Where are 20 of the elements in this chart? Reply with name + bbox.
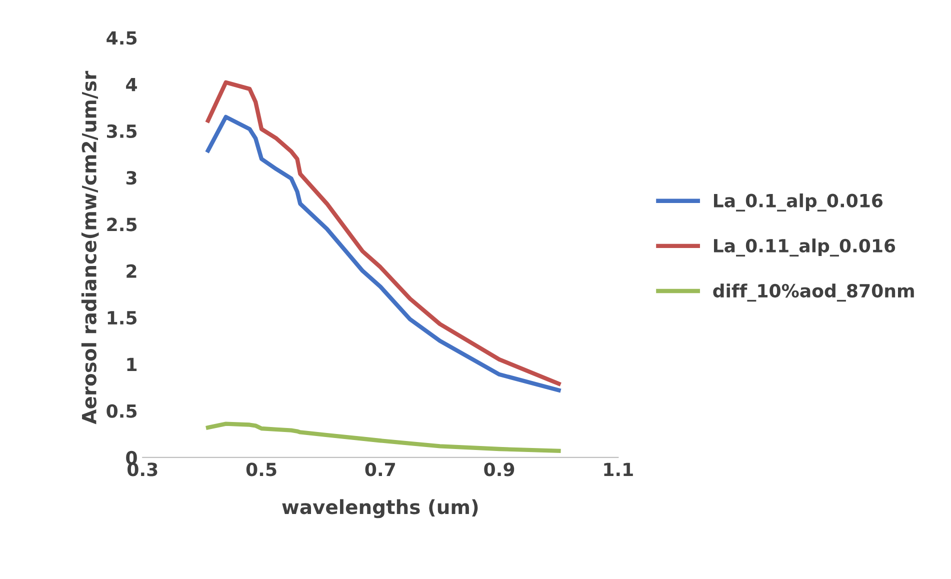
- legend-label: La_0.11_alp_0.016: [714, 238, 896, 257]
- y-tick-label: 1: [127, 358, 137, 371]
- y-tick-label: 0.5: [106, 404, 137, 418]
- legend-label: La_0.1_alp_0.016: [714, 193, 883, 212]
- x-axis-title: wavelengths (um): [282, 499, 478, 518]
- x-tick-label: 1.1: [604, 462, 633, 476]
- y-tick-label: 3: [126, 171, 136, 185]
- y-tick-label: 4: [126, 78, 137, 92]
- x-tick-label: 0.9: [484, 462, 514, 476]
- y-tick-label: 4.5: [106, 31, 137, 45]
- y-tick-label: 2: [126, 264, 136, 278]
- x-tick-label: 0.7: [365, 462, 395, 476]
- legend-label: diff_10%aod_870nm: [713, 284, 914, 302]
- y-axis-title: Aerosol radiance(mw/cm2/um/sr: [81, 70, 99, 424]
- y-tick-label: 2.5: [107, 218, 137, 232]
- y-tick-label: 1.5: [108, 311, 137, 325]
- y-tick-label: 3.5: [107, 124, 137, 138]
- x-tick-label: 0.5: [246, 462, 276, 476]
- x-tick-label: 0.3: [128, 462, 158, 476]
- line-series: [206, 422, 561, 453]
